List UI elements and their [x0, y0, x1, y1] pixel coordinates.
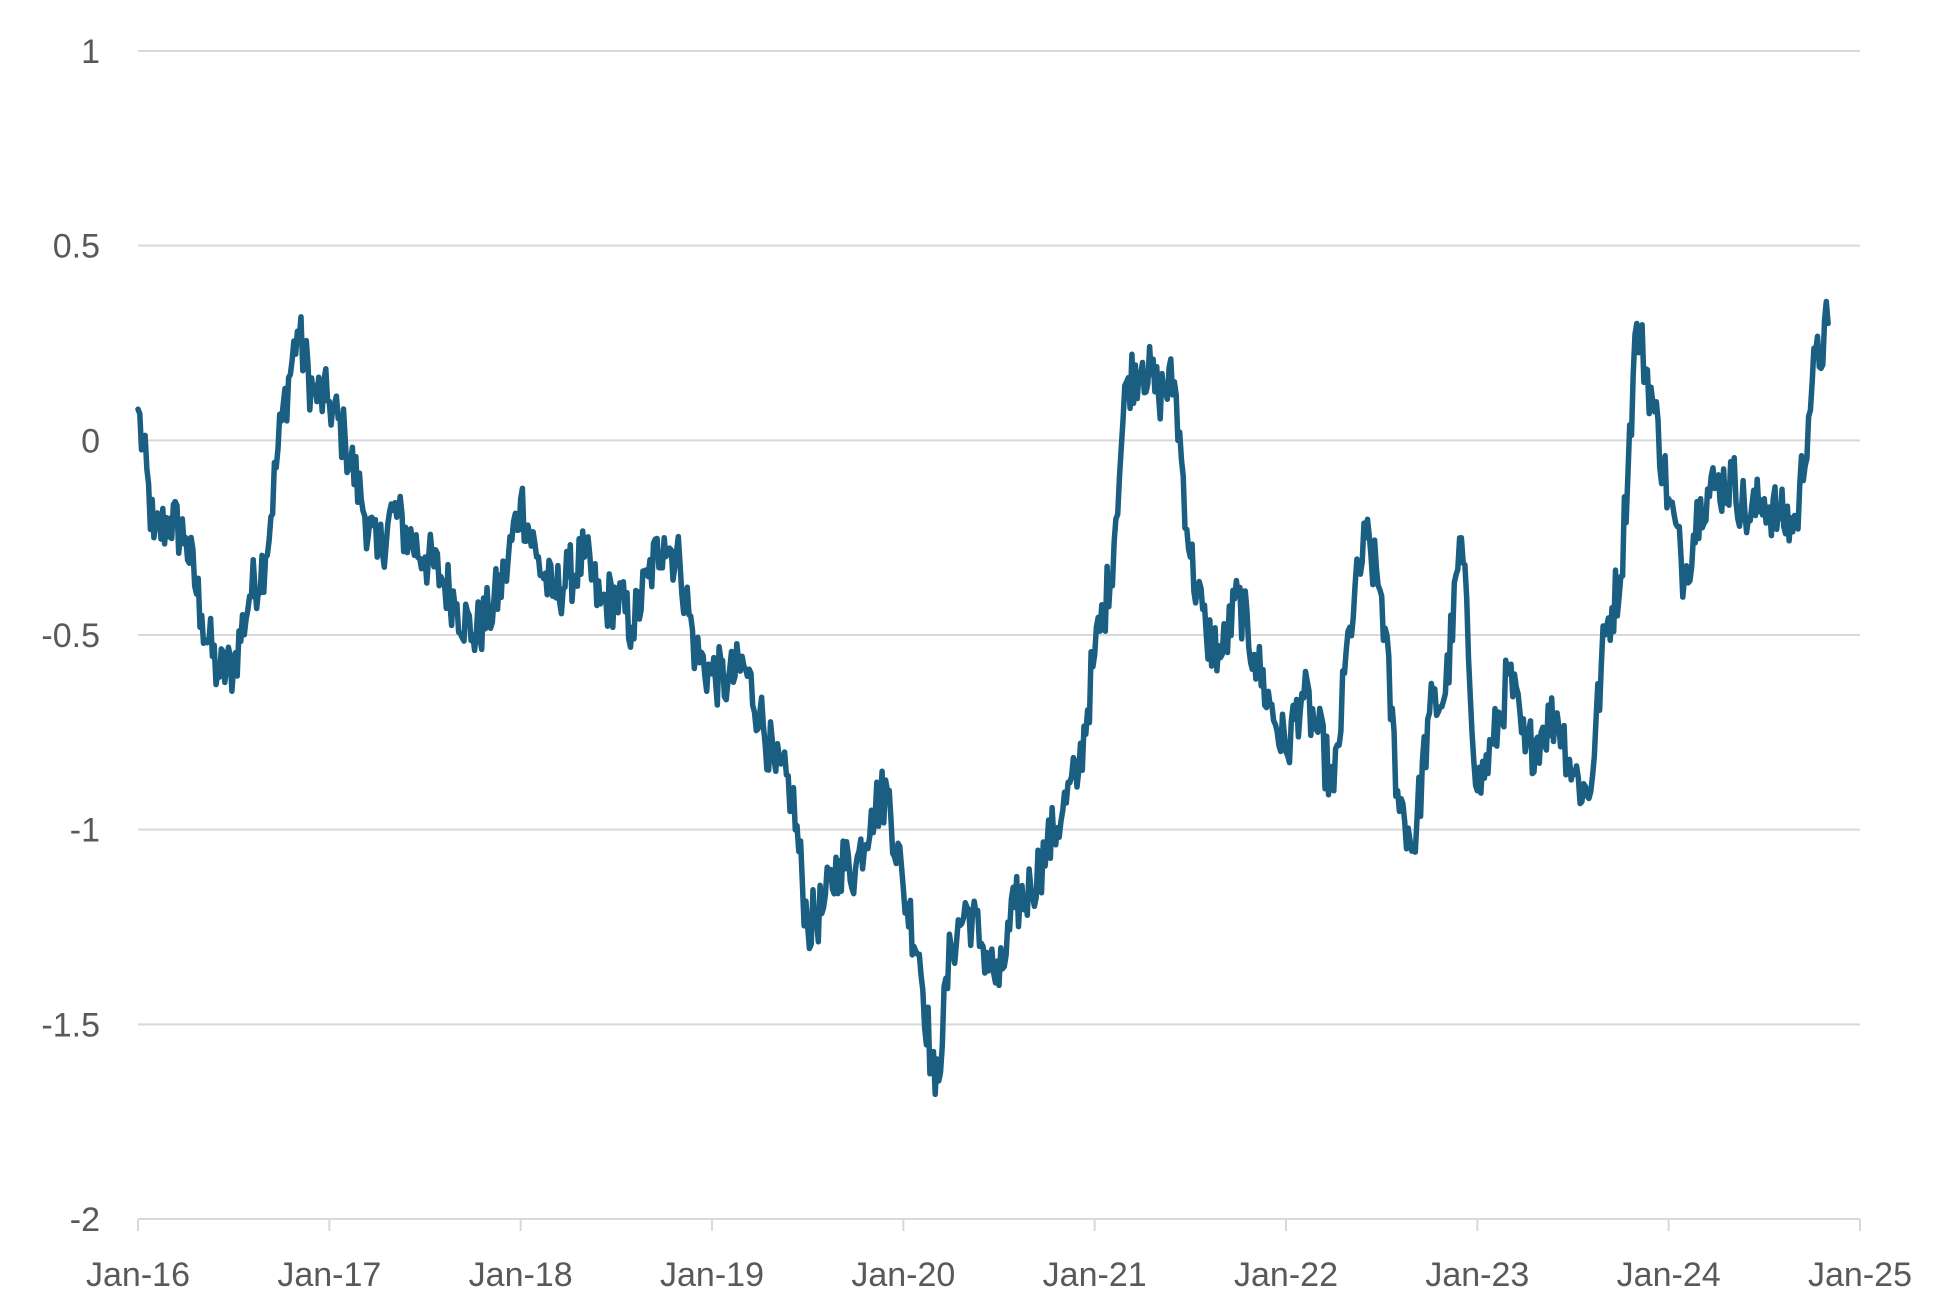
x-tick-label: Jan-19 [660, 1256, 764, 1294]
y-tick-label: -0.5 [41, 617, 100, 655]
y-tick-label: -1 [70, 812, 100, 850]
y-tick-label: -1.5 [41, 1006, 100, 1044]
y-tick-label: 1 [81, 33, 100, 71]
series [135, 298, 1831, 1098]
x-tick-label: Jan-20 [851, 1256, 955, 1294]
x-tick-label: Jan-21 [1043, 1256, 1147, 1294]
y-tick-label: 0 [81, 422, 100, 460]
y-tick-labels: 1 0.5 0 -0.5 -1 -1.5 -2 [41, 33, 100, 1239]
x-tick-label: Jan-18 [469, 1256, 573, 1294]
x-tick-label: Jan-24 [1617, 1256, 1721, 1294]
x-tick-label: Jan-25 [1808, 1256, 1912, 1294]
x-tick-label: Jan-17 [277, 1256, 381, 1294]
x-tick-label: Jan-16 [86, 1256, 190, 1294]
x-tick-label: Jan-22 [1234, 1256, 1338, 1294]
x-tick-labels: Jan-16 Jan-17 Jan-18 Jan-19 Jan-20 Jan-21 Jan-… [86, 1256, 1912, 1294]
x-axis [137, 1218, 1861, 1231]
gridlines [138, 50, 1860, 1026]
y-tick-label: -2 [70, 1201, 100, 1239]
series-line [135, 298, 1831, 1098]
x-tick-label: Jan-23 [1425, 1256, 1529, 1294]
y-tick-label: 0.5 [53, 228, 100, 266]
